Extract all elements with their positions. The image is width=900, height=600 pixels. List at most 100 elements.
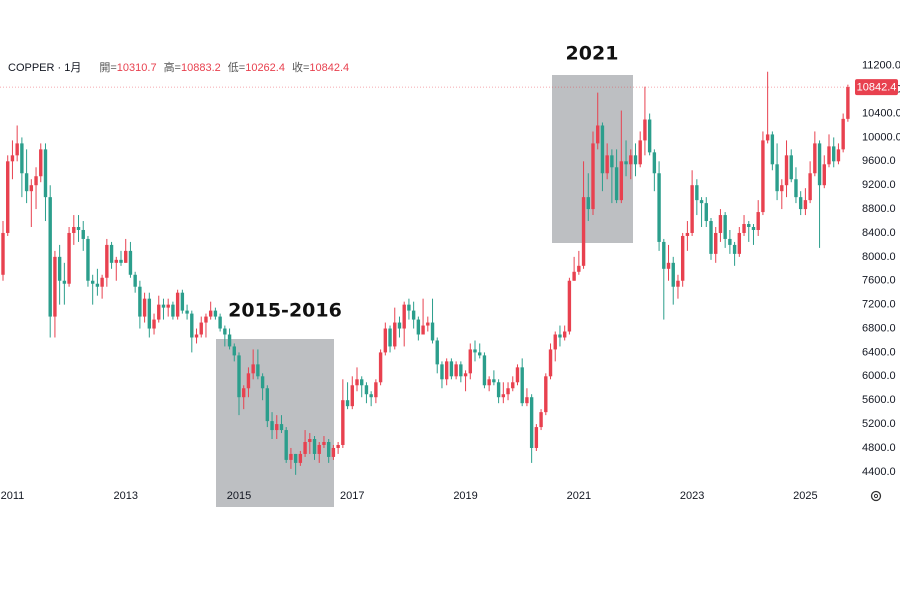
header-text: 收= [292,60,309,74]
candle-body [76,227,81,230]
candle-body [275,424,279,431]
candle-body [600,125,605,174]
candle-body [619,161,624,201]
settings-icon-core[interactable] [873,493,879,499]
candle-body [360,379,364,386]
candle-body [72,227,76,233]
candle-body [662,241,666,269]
candle-body [685,232,690,236]
candle-body [397,322,402,329]
candle-body [402,304,406,329]
candle-body [629,155,633,165]
y-tick-label: 4400.0 [862,466,896,478]
candle-body [374,382,378,398]
candle-body [29,185,34,192]
candle-body [836,149,841,162]
candle-body [161,304,166,308]
candle-body [133,274,137,287]
y-tick-label: 9600.0 [862,155,896,167]
candle-body [142,298,147,317]
candle-body [218,316,222,329]
last-price-label: 10842.4 [857,82,897,94]
candle-body [15,143,19,156]
candle-body [728,238,732,245]
y-tick-label: 6000.0 [862,370,896,382]
candle-body [690,185,694,233]
candle-body [105,244,109,278]
header-text: 高= [164,60,181,74]
header-text: 10262.4 [245,62,285,74]
y-tick-label: 10400.0 [862,107,900,119]
candle-body [147,298,152,329]
candle-body [1,232,5,275]
candle-body [39,149,43,177]
candle-body [180,292,185,311]
candle-body [496,382,501,398]
candle-body [676,280,680,287]
candle-body [680,235,685,281]
candle-body [596,125,600,144]
candle-body [756,212,760,230]
candle-body [407,304,411,311]
candle-body [393,322,397,347]
candle-body [246,373,251,389]
x-tick-label: 2023 [680,490,704,502]
candle-body [784,155,789,186]
candle-body [478,352,482,356]
candle-body [171,304,175,317]
candle-body [666,262,671,269]
candle-body [544,376,548,413]
candle-body [714,232,718,254]
candle-body [421,325,425,335]
candle-body [138,286,142,317]
y-tick-label: 6400.0 [862,346,896,358]
x-tick-label: 2019 [453,490,477,502]
candle-body [43,149,48,198]
candle-body [794,179,798,198]
header-text: 低= [228,61,245,74]
candle-body [671,262,675,287]
candle-body [260,376,265,389]
candle-body [553,334,557,350]
candle-body [449,361,454,377]
candle-body [124,250,128,263]
y-tick-label: 8800.0 [862,203,896,215]
candle-body [430,322,435,341]
candle-body [737,232,742,254]
y-tick-label: 8000.0 [862,251,896,263]
candle-body [416,319,421,335]
candle-body [223,328,227,335]
y-tick-label: 11200.0 [862,60,900,72]
x-tick-label: 2013 [113,490,137,502]
candle-body [520,367,524,404]
candle-body [699,200,704,204]
candle-body [529,397,534,448]
candle-body [308,439,312,442]
candle-body [369,394,373,398]
candle-body [388,328,392,347]
candle-body [227,334,232,347]
candle-body [265,388,270,422]
candle-body [657,173,661,242]
candle-body [525,397,529,404]
settings-icon-ring[interactable] [870,490,882,502]
candle-body [643,119,647,141]
candle-body [185,310,189,314]
candle-body [383,328,388,353]
candle-body [289,453,293,460]
candle-body [591,143,595,210]
settings-icon[interactable] [870,490,882,502]
candle-body [562,331,567,338]
candle-body [440,364,444,380]
candle-body [34,176,38,186]
x-tick-label: 2011 [1,490,25,502]
candle-body [463,373,468,377]
chart-background [0,50,900,510]
candle-body [114,259,118,263]
candle-body [298,453,303,463]
candle-body [312,439,317,454]
candle-body [128,250,133,275]
candle-body [761,140,765,213]
candle-body [822,164,826,186]
x-tick-label: 2015 [227,490,251,502]
